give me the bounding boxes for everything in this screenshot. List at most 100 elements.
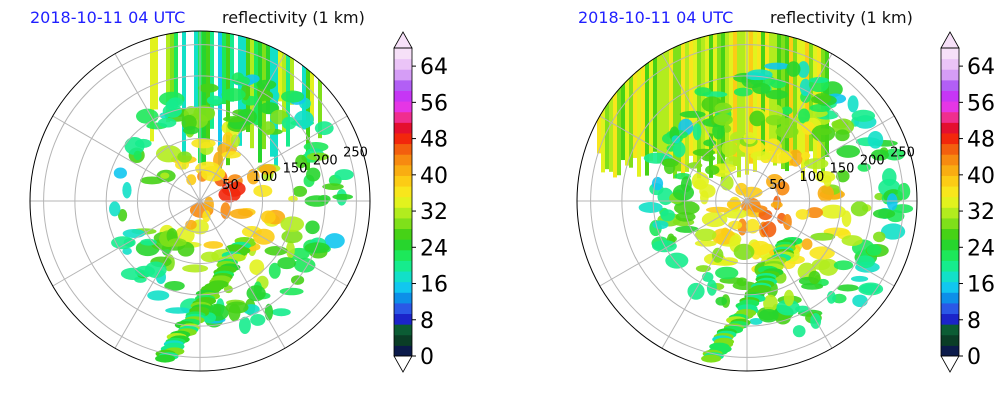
colorbar-segment bbox=[941, 79, 959, 91]
colorbar-segment bbox=[394, 345, 412, 357]
reflectivity-cell bbox=[695, 265, 711, 272]
reflectivity-cell bbox=[808, 77, 830, 84]
reflectivity-cell bbox=[679, 110, 706, 118]
reflectivity-cell bbox=[268, 262, 281, 279]
reflectivity-cell bbox=[749, 318, 763, 325]
reflectivity-cell bbox=[801, 282, 824, 290]
reflectivity-cell bbox=[797, 61, 810, 78]
reflectivity-cell bbox=[792, 325, 806, 338]
reflectivity-cell bbox=[788, 149, 803, 167]
colorbar-segment bbox=[941, 324, 959, 336]
reflectivity-cell bbox=[804, 158, 829, 170]
colorbar-segment bbox=[941, 302, 959, 315]
range-rings: 50 100 150 200 250 bbox=[576, 30, 918, 372]
colorbar-segment bbox=[941, 313, 959, 325]
colorbar-segment bbox=[941, 58, 959, 70]
reflectivity-cell bbox=[770, 201, 783, 209]
colorbar-segment bbox=[394, 143, 412, 155]
reflectivity-cell bbox=[782, 213, 792, 230]
reflectivity-cell bbox=[256, 79, 277, 90]
reflectivity-cell bbox=[897, 182, 911, 200]
azimuth-line bbox=[52, 115, 348, 287]
reflectivity-cell bbox=[723, 124, 732, 133]
reflectivity-streak bbox=[282, 31, 286, 132]
colorbar-segment bbox=[394, 313, 412, 325]
reflectivity-cell bbox=[832, 118, 855, 135]
reflectivity-streak bbox=[238, 31, 242, 146]
reflectivity-cell bbox=[711, 228, 736, 245]
azimuth-line bbox=[599, 115, 895, 287]
reflectivity-streak bbox=[733, 31, 737, 167]
reflectivity-streak bbox=[154, 31, 158, 110]
colorbar-segment bbox=[941, 69, 959, 81]
reflectivity-streak bbox=[677, 31, 681, 172]
colorbar-tick-label: 24 bbox=[420, 236, 448, 261]
reflectivity-cell bbox=[884, 148, 905, 161]
colorbar-segment bbox=[394, 132, 412, 145]
reflectivity-cell bbox=[258, 164, 277, 175]
reflectivity-cell bbox=[231, 72, 245, 85]
reflectivity-cell bbox=[165, 307, 192, 314]
reflectivity-streak bbox=[729, 31, 733, 162]
reflectivity-streak bbox=[202, 31, 206, 166]
reflectivity-cell bbox=[857, 163, 871, 172]
reflectivity-cell bbox=[147, 290, 170, 301]
range-ring-label: 100 bbox=[799, 170, 824, 185]
reflectivity-streak bbox=[210, 31, 214, 129]
reflectivity-streak bbox=[681, 31, 685, 177]
rainband-cell bbox=[701, 354, 722, 363]
colorbar-segment bbox=[941, 122, 959, 134]
reflectivity-cell bbox=[334, 169, 354, 181]
reflectivity-field bbox=[597, 31, 914, 363]
reflectivity-cell bbox=[855, 255, 875, 269]
colorbar-tick-label: 56 bbox=[967, 91, 995, 116]
reflectivity-streak bbox=[785, 31, 789, 172]
reflectivity-cell bbox=[820, 204, 846, 219]
reflectivity-streak bbox=[641, 31, 645, 157]
reflectivity-streak bbox=[693, 31, 697, 164]
reflectivity-streak bbox=[621, 31, 625, 161]
reflectivity-cell bbox=[733, 243, 755, 261]
reflectivity-cell bbox=[847, 95, 859, 113]
reflectivity-cell bbox=[801, 238, 813, 250]
reflectivity-cell bbox=[763, 294, 778, 312]
reflectivity-cell bbox=[198, 83, 219, 93]
reflectivity-cell bbox=[692, 123, 702, 141]
range-ring-label: 200 bbox=[313, 154, 338, 169]
colorbar-tick-label: 64 bbox=[420, 55, 448, 80]
reflectivity-streak bbox=[753, 31, 757, 172]
colorbar-segment bbox=[941, 48, 959, 60]
colorbar-tick-label: 0 bbox=[420, 345, 434, 370]
colorbar-segment bbox=[394, 79, 412, 91]
colorbar-segment bbox=[394, 90, 412, 102]
reflectivity-cell bbox=[264, 246, 288, 256]
reflectivity-streak bbox=[617, 31, 621, 176]
reflectivity-cell bbox=[332, 193, 354, 200]
variable-title: reflectivity (1 km) bbox=[222, 8, 365, 27]
reflectivity-streak bbox=[697, 31, 701, 179]
reflectivity-cell bbox=[851, 109, 876, 122]
reflectivity-cell bbox=[786, 61, 801, 77]
range-ring-label: 100 bbox=[252, 170, 277, 185]
reflectivity-cell bbox=[811, 259, 831, 271]
reflectivity-cell bbox=[136, 108, 159, 124]
colorbar-segment bbox=[394, 228, 412, 240]
reflectivity-cell bbox=[292, 185, 308, 197]
reflectivity-cell bbox=[286, 241, 295, 259]
reflectivity-cell bbox=[280, 216, 305, 232]
reflectivity-cell bbox=[826, 291, 836, 304]
reflectivity-cell bbox=[122, 247, 132, 255]
reflectivity-cell bbox=[134, 138, 152, 148]
colorbar-tick-label: 48 bbox=[420, 128, 448, 153]
reflectivity-cell bbox=[140, 238, 157, 246]
reflectivity-cell bbox=[281, 116, 297, 130]
reflectivity-cell bbox=[715, 266, 739, 280]
reflectivity-streak bbox=[629, 31, 633, 168]
colorbar-segment bbox=[394, 154, 412, 166]
colorbar-tick-label: 24 bbox=[967, 236, 995, 261]
reflectivity-streak bbox=[230, 31, 234, 102]
reflectivity-cell bbox=[229, 208, 253, 219]
reflectivity-cell bbox=[675, 225, 699, 233]
colorbar-segment bbox=[394, 111, 412, 123]
reflectivity-cell bbox=[833, 260, 854, 271]
